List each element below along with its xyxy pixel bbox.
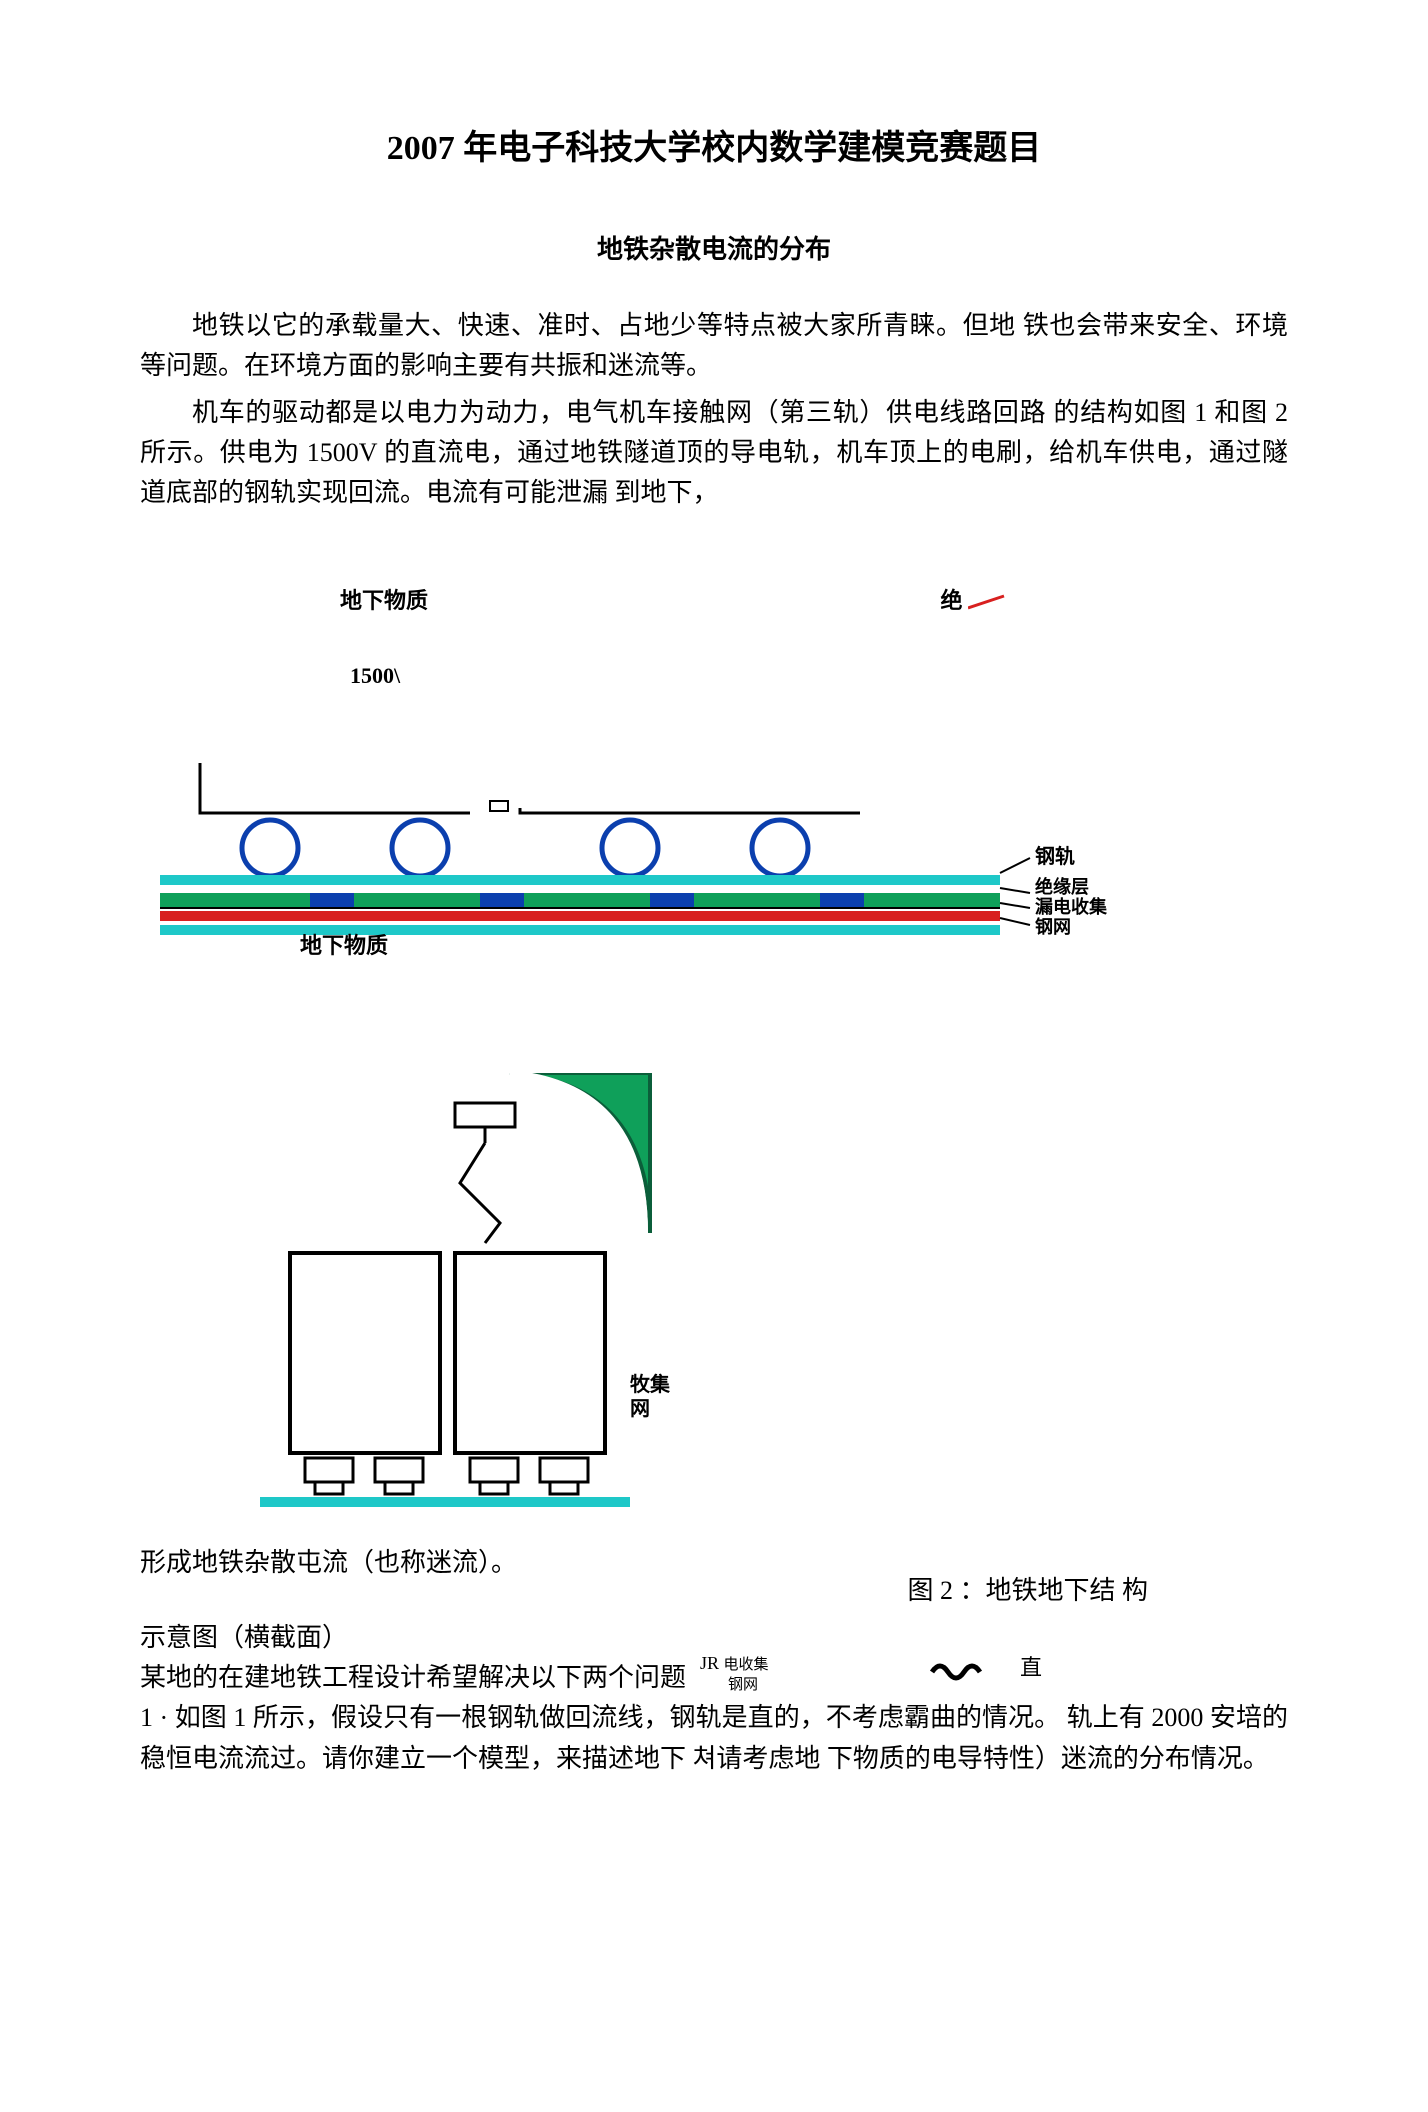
fig2-label-collect: 牧集 网 [630,1373,670,1421]
fig1-label-steelnet: 钢网 [1035,916,1071,937]
bottom-text-block: 形成地铁杂散屯流（也称迷流）。 图 2 ：地铁地下结 构 示意图（横截面） 某地… [140,1543,1288,1778]
paragraph-6: 1 · 如图 1 所示，假设只有一根钢轨做回流线，钢轨是直的，不考虑霸曲的情况。… [140,1698,1288,1779]
paragraph-1: 地铁以它的承载量大、快速、准时、占地少等特点被大家所青睐。但地 铁也会带来安全、… [140,306,1288,387]
figure-1: 地下物质 绝 1500\ [140,583,1288,1003]
page-subtitle: 地铁杂散电流的分布 [140,229,1288,266]
paragraph-2: 机车的驱动都是以电力为动力，电气机车接触网（第三轨）供电线路回路 的结构如图 1… [140,393,1288,514]
figure-2: 牧集 网 [140,1073,1288,1543]
fig1-label-1500v: 1500\ [350,663,400,689]
fig2-diagram [260,1073,660,1513]
fig1-label-insul-top: 绝 [940,583,1008,615]
fig1-diagram: 钢轨 绝缘层 漏电收集 钢网 地下物质 [160,753,1180,973]
page-title: 2007 年电子科技大学校内数学建模竞赛题目 [140,120,1288,169]
fig1-label-rail: 钢轨 [1035,844,1075,868]
fig1-label-underground-bottom: 地下物质 [300,933,388,958]
paragraph-4: 示意图（横截面） [140,1618,1288,1658]
annot-zhi: 直 [1020,1656,1042,1680]
fig1-label-underground-top: 地下物质 [340,583,428,615]
fig1-wheels [242,820,808,876]
paragraph-5: 某地的在建地铁工程设计希望解决以下两个问题 [140,1663,686,1692]
fig1-label-leak: 漏电收集 [1035,896,1108,917]
fig1-label-insul-layer: 绝缘层 [1035,876,1089,897]
fig2-caption: 图 2 ：地铁地下结 构 [907,1571,1148,1611]
annot-jr: JR 电收集 钢网 [700,1654,769,1694]
annot-squiggle-icon [930,1658,990,1689]
